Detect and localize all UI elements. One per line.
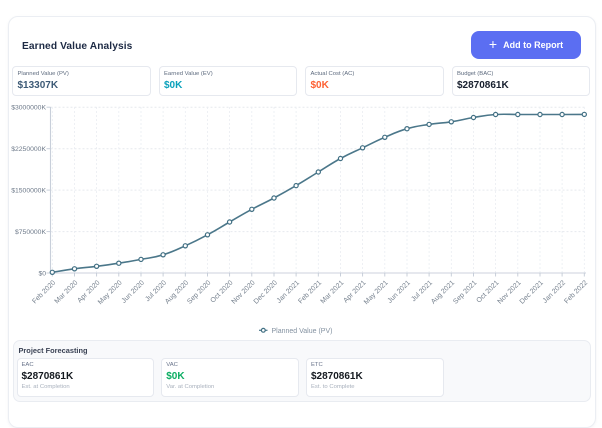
svg-text:Mar 2021: Mar 2021 [320,279,346,305]
svg-text:$1500000K: $1500000K [11,188,46,195]
svg-text:Jun 2021: Jun 2021 [387,279,412,304]
svg-text:Sep 2021: Sep 2021 [452,279,478,305]
svg-text:$0: $0 [38,270,46,277]
svg-text:Dec 2021: Dec 2021 [519,279,545,305]
svg-text:$2250000K: $2250000K [11,146,46,153]
svg-text:Dec 2020: Dec 2020 [253,279,279,305]
svg-text:Feb 2022: Feb 2022 [563,279,589,305]
svg-text:$750000K: $750000K [15,229,46,236]
svg-text:May 2020: May 2020 [97,279,124,306]
svg-text:Sep 2020: Sep 2020 [186,279,212,305]
svg-text:Mar 2020: Mar 2020 [54,279,80,305]
svg-text:Jun 2020: Jun 2020 [121,279,146,304]
svg-text:May 2021: May 2021 [363,279,390,306]
svg-text:$3000000K: $3000000K [11,105,46,112]
svg-text:Planned Value (PV): Planned Value (PV) [272,328,333,335]
